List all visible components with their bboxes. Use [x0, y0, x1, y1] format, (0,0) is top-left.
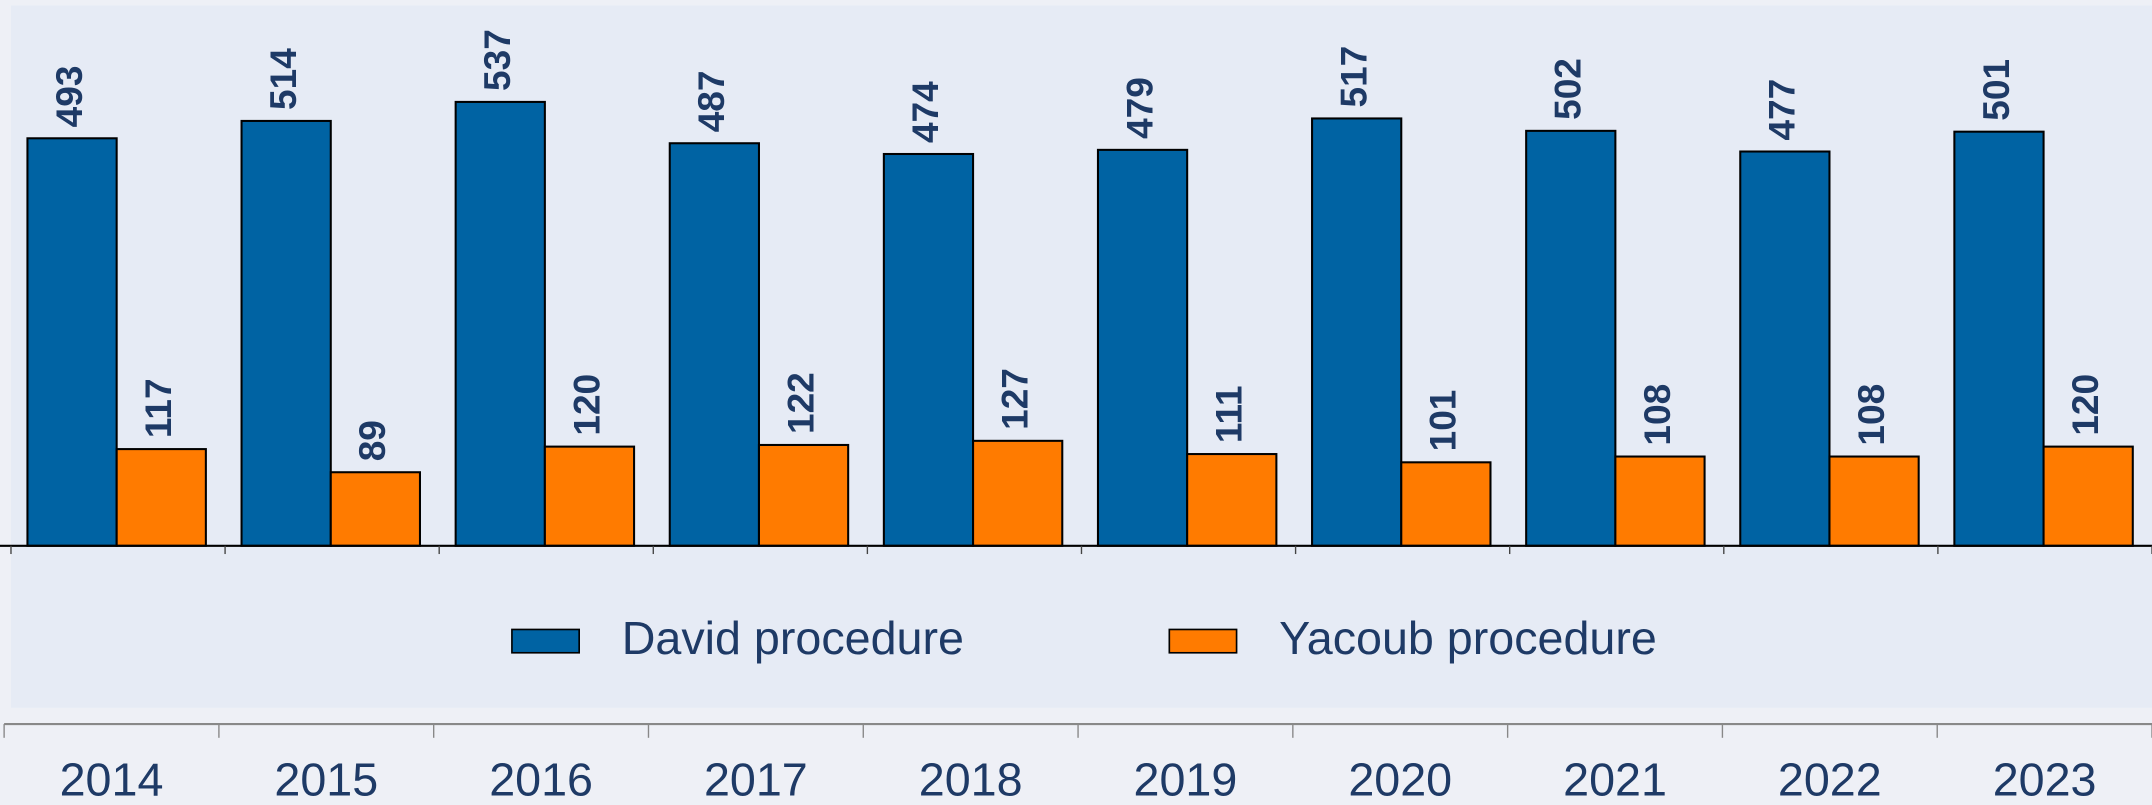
x-tick-label: 2015 [274, 753, 378, 805]
bar [1739, 150, 1831, 547]
bar [882, 152, 975, 547]
value-label: 120 [565, 374, 607, 436]
x-tick-label: 2018 [919, 753, 1023, 805]
bar [329, 471, 421, 547]
x-tick-label: 2014 [60, 753, 164, 805]
bar [240, 119, 332, 547]
bar [1400, 461, 1492, 547]
x-tick-label: 2016 [489, 753, 593, 805]
bar [26, 137, 118, 547]
value-label: 537 [476, 29, 518, 91]
value-label: 487 [690, 71, 732, 133]
value-label: 101 [1422, 390, 1464, 452]
x-tick-label: 2020 [1348, 753, 1452, 805]
bar [757, 443, 850, 547]
x-tick-label: 2019 [1134, 753, 1238, 805]
value-label: 111 [1208, 385, 1250, 443]
value-label: 477 [1761, 79, 1803, 141]
value-label: 479 [1118, 77, 1160, 139]
value-label: 108 [1636, 384, 1678, 446]
bar [1186, 453, 1278, 547]
value-label: 514 [262, 48, 304, 110]
value-label: 501 [1975, 59, 2017, 121]
value-label: 127 [993, 368, 1035, 430]
plot-background [10, 5, 2152, 708]
value-label: 108 [1850, 384, 1892, 446]
x-tick-label: 2017 [704, 753, 808, 805]
legend-swatch [511, 628, 580, 654]
value-label: 117 [137, 378, 179, 438]
bar [972, 439, 1064, 547]
bar [2042, 445, 2134, 547]
value-label: 517 [1332, 46, 1374, 108]
bar [115, 448, 207, 547]
bar [1953, 130, 2045, 547]
bar [668, 142, 760, 547]
bar [543, 445, 636, 547]
x-tick-label: 2021 [1563, 753, 1667, 805]
bar [1096, 148, 1189, 547]
value-label: 474 [904, 81, 946, 143]
bar [1311, 117, 1403, 547]
legend-swatch [1168, 628, 1238, 654]
legend-label: David procedure [622, 612, 964, 664]
bar [1614, 455, 1706, 547]
legend-label: Yacoub procedure [1279, 612, 1657, 664]
value-label: 502 [1547, 58, 1589, 120]
x-tick-label: 2022 [1778, 753, 1882, 805]
value-label: 493 [48, 66, 90, 128]
value-label: 122 [779, 372, 821, 434]
value-label: 120 [2064, 374, 2106, 436]
value-label: 89 [351, 420, 393, 461]
bar [454, 100, 546, 547]
x-tick-label: 2023 [1993, 753, 2097, 805]
bar [1525, 129, 1617, 547]
bar [1828, 455, 1920, 547]
